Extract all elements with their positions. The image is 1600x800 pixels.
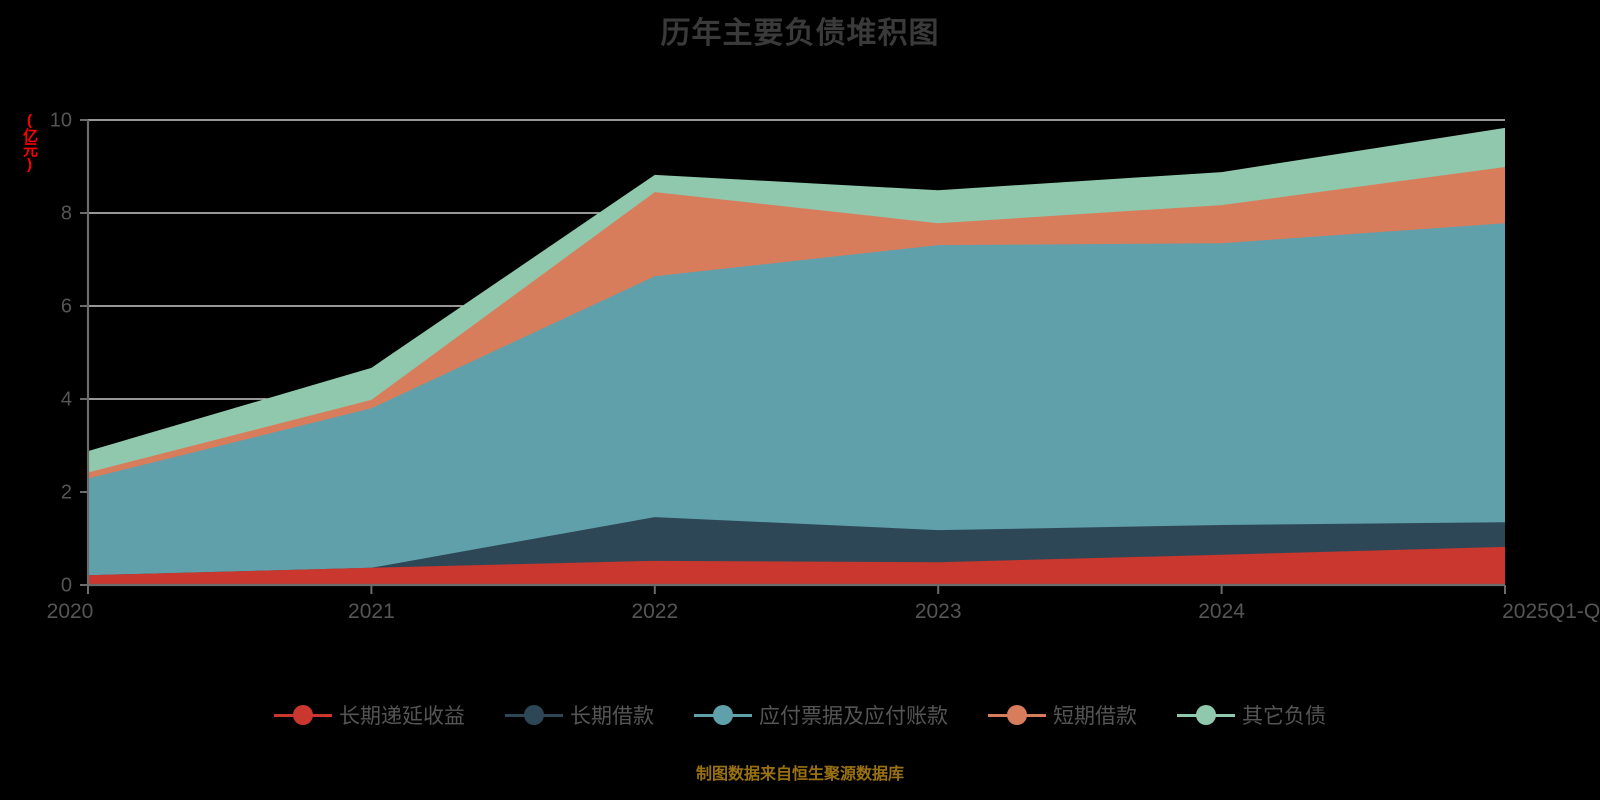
legend-dot-icon	[524, 705, 544, 725]
axis-group	[80, 119, 1506, 594]
chart-legend: 长期递延收益 长期借款 应付票据及应付账款 短期借款 其它负债	[0, 700, 1600, 730]
legend-label: 其它负债	[1242, 705, 1326, 728]
legend-label: 长期借款	[570, 705, 654, 728]
legend-item[interactable]: 长期借款	[505, 700, 654, 730]
area-series	[88, 223, 1505, 586]
legend-dot-icon	[293, 705, 313, 725]
legend-marker-icon	[274, 704, 332, 726]
y-tick-label: 2	[61, 481, 72, 503]
legend-marker-icon	[505, 704, 563, 726]
legend-item[interactable]: 应付票据及应付账款	[694, 700, 948, 730]
y-tick-label: 6	[61, 295, 72, 317]
y-tick-labels-group: 0 2 4 6 8 10	[50, 109, 72, 596]
legend-item[interactable]: 其它负债	[1177, 700, 1326, 730]
legend-marker-icon	[988, 704, 1046, 726]
legend-label: 短期借款	[1053, 705, 1137, 728]
footer-attribution: 制图数据来自恒生聚源数据库	[695, 766, 904, 783]
x-tick-label: 2021	[348, 600, 395, 623]
area-series	[88, 546, 1505, 585]
y-axis-unit-label: (亿元)	[21, 112, 38, 172]
y-tick-label: 10	[50, 109, 72, 131]
x-tick-label: 2020	[47, 600, 94, 623]
page-title: 历年主要负债堆积图	[660, 17, 940, 50]
legend-dot-icon	[1007, 705, 1027, 725]
x-tick-labels-group: 2020 2021 2022 2023 2024 2025Q1-Q3	[47, 600, 1600, 623]
y-tick-label: 0	[61, 574, 72, 596]
legend-dot-icon	[713, 705, 733, 725]
legend-item[interactable]: 短期借款	[988, 700, 1137, 730]
legend-marker-icon	[694, 704, 752, 726]
x-tick-label: 2023	[915, 600, 962, 623]
legend-dot-icon	[1196, 705, 1216, 725]
area-series-group	[88, 127, 1505, 586]
y-tick-label: 4	[61, 388, 72, 410]
legend-label: 长期递延收益	[339, 705, 465, 728]
stacked-area-plot: 0 2 4 6 8 10 2020 2021 2022 2023 2024 2025Q1-Q3	[47, 109, 1600, 623]
x-tick-label: 2025Q1-Q3	[1502, 600, 1600, 623]
x-tick-label: 2022	[631, 600, 678, 623]
legend-marker-icon	[1177, 704, 1235, 726]
y-tick-label: 8	[61, 202, 72, 224]
legend-label: 应付票据及应付账款	[759, 705, 948, 728]
legend-item[interactable]: 长期递延收益	[274, 700, 465, 730]
x-tick-label: 2024	[1198, 600, 1245, 623]
